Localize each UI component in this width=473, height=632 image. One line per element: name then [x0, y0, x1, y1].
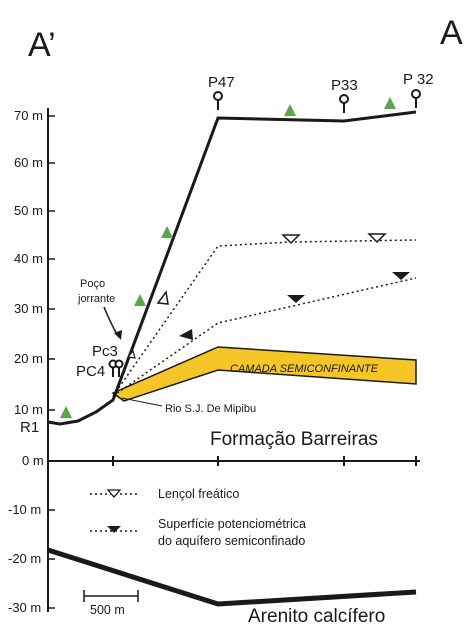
artesian-well-label-line2: jorrante: [77, 293, 115, 305]
tick-label: -10 m: [8, 502, 41, 517]
well-label-pc3: Pc3: [92, 343, 118, 360]
section-label-left: A’: [28, 26, 56, 64]
well-label-p32: P 32: [403, 71, 434, 88]
well-label-pc4: PC4: [76, 363, 105, 380]
tick-label: 10 m: [14, 402, 43, 417]
well-p32-icon: [411, 89, 421, 99]
well-markers: [108, 89, 421, 377]
water-table-symbol: [281, 234, 301, 245]
water-table-symbol: [156, 290, 169, 305]
tick-label: 50 m: [14, 203, 43, 218]
arrow-head-icon: [114, 330, 122, 340]
well-label-p47: P47: [208, 74, 235, 91]
legend-piezometric-label-2: do aquífero semiconfinado: [158, 534, 305, 548]
confining-layer-label: CAMADA SEMICONFINANTE: [230, 363, 379, 375]
tick-label: 20 m: [14, 351, 43, 366]
tree-icon: [60, 406, 72, 418]
tree-icon: [384, 97, 396, 109]
tree-icon: [134, 294, 146, 306]
tree-icon: [284, 104, 296, 116]
legend-piezometric-label-1: Superfície potenciométrica: [158, 517, 306, 531]
water-table-symbol: [367, 233, 387, 244]
well-label-p33: P33: [331, 77, 358, 94]
tick-label: -30 m: [8, 600, 41, 615]
river-label: Rio S.J. De Mipibu: [165, 403, 256, 415]
axis-ticks: [48, 115, 55, 609]
water-table-symbol: [126, 349, 136, 359]
scale-bar-label: 500 m: [90, 603, 125, 617]
well-label-r1: R1: [20, 419, 39, 436]
well-p33-icon: [339, 94, 349, 104]
tick-label: 30 m: [14, 301, 43, 316]
ground-surface: [47, 110, 417, 426]
section-label-right: A: [440, 14, 463, 52]
tick-label: 40 m: [14, 251, 43, 266]
legend-filled-triangle-icon: [107, 526, 121, 533]
tick-label: -20 m: [8, 551, 41, 566]
tick-label: 70 m: [14, 108, 43, 123]
artesian-well-arrow: [103, 306, 119, 337]
tree-icon: [161, 226, 173, 238]
calcareous-label: Arenito calcífero: [248, 606, 385, 627]
well-p47-icon: [213, 91, 223, 101]
vegetation-icons: [60, 97, 396, 418]
river-leader-line: [121, 397, 163, 407]
piezometric-symbol: [287, 295, 305, 303]
confining-layer: [111, 346, 417, 402]
legend-water-table-label: Lençol freático: [158, 487, 239, 501]
formation-label: Formação Barreiras: [210, 429, 378, 450]
artesian-well-label-line1: Poço: [80, 278, 105, 290]
legend-open-triangle-icon: [106, 489, 122, 498]
calcareous-sandstone-top: [47, 547, 417, 607]
axis-tick-labels: 70 m 60 m 50 m 40 m 30 m 20 m 10 m 0 m -…: [8, 108, 44, 615]
well-pc3-icon: [114, 359, 124, 369]
legend: Lençol freático Superfície potenciométri…: [90, 487, 306, 548]
tick-label: 0 m: [22, 453, 44, 468]
scale-bar: 500 m: [83, 590, 139, 617]
piezometric-symbol: [179, 329, 193, 340]
water-table-line: [112, 239, 417, 397]
piezometric-symbol: [392, 272, 410, 280]
tick-label: 60 m: [14, 155, 43, 170]
